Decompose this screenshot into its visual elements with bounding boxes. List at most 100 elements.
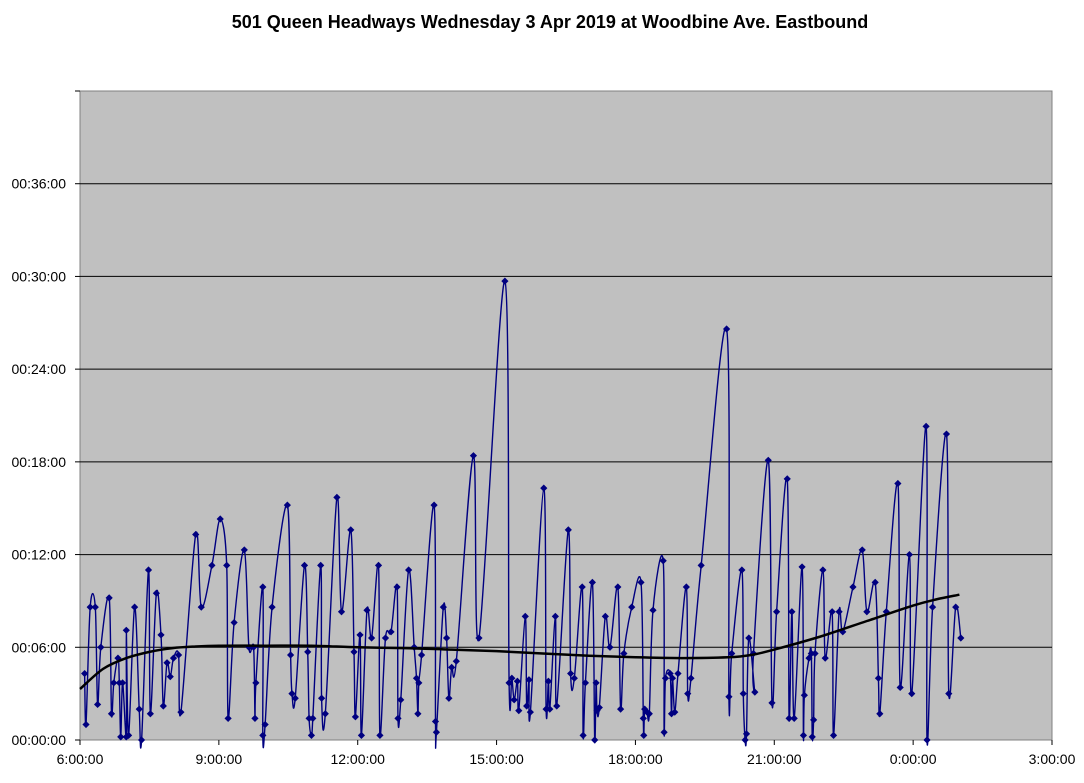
data-point xyxy=(337,608,346,616)
data-point xyxy=(415,679,423,687)
data-point xyxy=(682,583,690,591)
data-point xyxy=(197,603,205,611)
data-point xyxy=(808,733,816,741)
data-point xyxy=(923,736,931,744)
data-point xyxy=(659,557,667,565)
data-point xyxy=(174,651,183,659)
data-point xyxy=(107,710,116,718)
data-point xyxy=(896,683,904,692)
data-point xyxy=(91,603,99,611)
data-point xyxy=(601,612,609,620)
data-point xyxy=(666,669,674,678)
data-point xyxy=(381,634,390,642)
data-point xyxy=(945,690,953,698)
data-point xyxy=(394,714,402,722)
data-point xyxy=(526,708,534,716)
trend-line xyxy=(79,593,960,690)
data-point xyxy=(588,578,596,586)
data-point xyxy=(166,673,174,681)
data-point xyxy=(445,694,453,702)
data-point xyxy=(952,603,960,611)
data-point xyxy=(641,705,649,713)
data-point xyxy=(501,277,509,285)
data-point xyxy=(728,649,736,658)
data-point xyxy=(790,714,798,722)
data-point xyxy=(93,700,102,709)
x-tick-label: 12:00:00 xyxy=(330,751,385,767)
data-point xyxy=(674,669,682,678)
data-point xyxy=(117,733,125,741)
y-tick-label: 00:36:00 xyxy=(12,176,67,192)
data-point xyxy=(513,677,521,685)
data-point xyxy=(208,561,216,569)
data-point xyxy=(333,493,341,501)
data-point xyxy=(268,603,276,611)
data-point xyxy=(863,608,871,616)
data-point xyxy=(163,659,171,667)
data-point xyxy=(439,603,447,611)
data-point xyxy=(412,674,421,682)
data-point xyxy=(661,674,670,682)
data-point xyxy=(639,714,647,722)
data-point xyxy=(544,677,553,685)
data-point xyxy=(515,707,523,715)
data-point xyxy=(192,530,200,539)
data-point xyxy=(821,654,829,662)
data-point xyxy=(819,566,827,574)
data-point xyxy=(122,626,130,634)
chart-title: 501 Queen Headways Wednesday 3 Apr 2019 … xyxy=(231,12,869,32)
x-axis-ticks: 6:00:00 9:00:00 12:00:00 15:00:00 18:00:00 21… xyxy=(57,740,1076,767)
y-tick-label: 00:18:00 xyxy=(12,454,67,470)
y-tick-label: 00:00:00 xyxy=(12,732,67,748)
data-point xyxy=(283,501,291,509)
data-point xyxy=(849,583,857,591)
data-point xyxy=(252,679,260,687)
data-point xyxy=(230,618,238,627)
data-point xyxy=(125,731,133,739)
data-point xyxy=(224,714,232,722)
data-point xyxy=(152,589,160,597)
data-point xyxy=(684,690,692,698)
data-point xyxy=(259,583,267,591)
data-point xyxy=(521,612,529,620)
y-axis-ticks: 00:00:00 00:06:00 00:12:00 00:18:00 00:24:00… xyxy=(12,90,80,748)
data-point xyxy=(81,669,89,678)
data-point xyxy=(553,702,561,710)
data-point xyxy=(347,526,355,534)
data-point xyxy=(114,654,122,662)
data-point xyxy=(882,608,890,616)
x-tick-label: 21:00:00 xyxy=(747,751,802,767)
data-point xyxy=(567,669,575,678)
data-point xyxy=(660,728,668,736)
data-point xyxy=(581,679,590,687)
x-tick-label: 18:00:00 xyxy=(608,751,663,767)
data-point xyxy=(525,676,533,684)
data-point xyxy=(798,563,806,571)
data-point xyxy=(908,690,916,698)
x-tick-label: 3:00:00 xyxy=(1029,751,1076,767)
data-point xyxy=(452,657,460,665)
x-tick-label: 9:00:00 xyxy=(195,751,242,767)
data-point xyxy=(828,608,836,616)
data-point xyxy=(291,694,299,702)
data-point xyxy=(417,651,426,659)
data-point xyxy=(905,550,914,559)
data-point xyxy=(510,696,518,704)
data-point xyxy=(259,731,267,739)
data-point xyxy=(105,594,113,602)
data-point xyxy=(177,708,185,716)
data-point xyxy=(97,643,105,651)
data-point xyxy=(723,325,731,333)
data-point xyxy=(807,649,815,658)
data-point xyxy=(505,679,513,687)
data-point xyxy=(785,714,793,722)
data-point xyxy=(725,693,733,701)
data-point xyxy=(751,688,759,696)
data-point xyxy=(764,456,772,464)
data-point xyxy=(876,710,884,718)
data-point xyxy=(649,606,657,614)
data-point xyxy=(595,703,603,712)
data-point xyxy=(741,736,749,744)
data-point xyxy=(783,475,791,483)
